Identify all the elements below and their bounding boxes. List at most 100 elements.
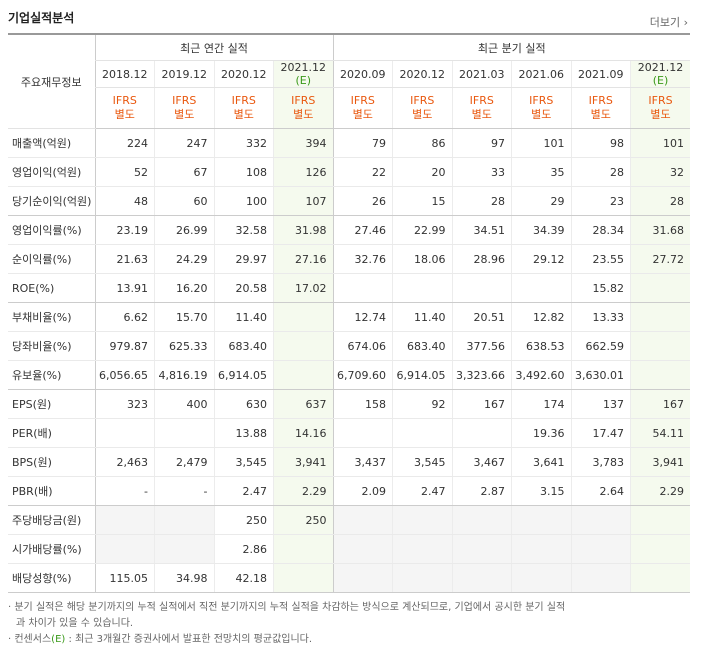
cell [154, 505, 214, 535]
corner: 주요재무정보 [8, 34, 95, 129]
standard: IFRS 별도 [451, 87, 512, 129]
period: 2021.03 [451, 60, 512, 88]
period-date: 2019.12 [161, 67, 208, 81]
cell: 18.06 [392, 244, 452, 274]
data-row: BPS(원) 2,463 2,479 3,545 3,941 3,437 3,545 3,46… [8, 447, 690, 477]
cell: 3,783 [570, 447, 631, 477]
cell: 108 [213, 157, 274, 187]
data-row: PER(배) 13.88 14.16 19.36 17.47 54.11 [8, 418, 690, 448]
cell: 3,941 [630, 447, 690, 477]
cell: 28.34 [570, 215, 631, 245]
cell [332, 505, 393, 535]
cell: 26 [332, 186, 393, 216]
cell: 11.40 [392, 302, 452, 332]
estimate-mark: (E) [295, 74, 312, 87]
cell: 674.06 [332, 331, 393, 361]
period: 2020.12 [392, 60, 452, 88]
note-mark: (E) [51, 634, 66, 645]
footnotes: · 분기 실적은 해당 분기까지의 누적 실적에서 직전 분기까지의 누적 실적… [8, 600, 568, 648]
period: 2021.12 (E) [630, 60, 690, 88]
cell [451, 273, 512, 303]
standard-name: IFRS [350, 94, 375, 107]
standard-name: IFRS [112, 94, 137, 107]
cell: 101 [511, 128, 571, 158]
standard-basis: 별도 [471, 108, 492, 121]
cell: 2.29 [630, 476, 690, 506]
cell [392, 534, 452, 564]
row-label: 배당성향(%) [8, 563, 95, 593]
cell: 2,479 [154, 447, 214, 477]
cell: 15.70 [154, 302, 214, 332]
cell: 2.47 [392, 476, 452, 506]
cell [451, 418, 512, 448]
cell [332, 418, 393, 448]
cell [273, 302, 333, 332]
cell: 3,323.66 [451, 360, 512, 390]
cell: 79 [332, 128, 393, 158]
data-row: 매출액(억원) 224 247 332 394 79 86 97 101 98 101 [8, 128, 690, 158]
cell: 12.74 [332, 302, 393, 332]
standard: IFRS 별도 [392, 87, 452, 129]
cell: 48 [94, 186, 155, 216]
cell: 394 [273, 128, 333, 158]
cell [630, 331, 690, 361]
standard-name: IFRS [469, 94, 494, 107]
cell: 13.91 [94, 273, 155, 303]
data-row: ROE(%) 13.91 16.20 20.58 17.02 15.82 [8, 273, 690, 303]
row-label: BPS(원) [8, 447, 95, 477]
standard-row: IFRS 별도 IFRS 별도 IFRS 별도 IFRS 별도 IFRS 별도 IFRS 별도 IFRS… [8, 87, 690, 129]
cell [451, 534, 512, 564]
cell: 20.58 [213, 273, 274, 303]
cell: 32.58 [213, 215, 274, 245]
row-label: 당좌비율(%) [8, 331, 95, 361]
data-row: PBR(배) - -2.47 2.29 2.09 2.47 2.87 3.15 2.64 2.29 [8, 476, 690, 506]
cell [273, 331, 333, 361]
cell: 2.87 [451, 476, 512, 506]
cell: 224 [94, 128, 155, 158]
cell: 323 [94, 389, 155, 419]
cell: 2,463 [94, 447, 155, 477]
standard: IFRS 별도 [511, 87, 571, 129]
cell: 21.63 [94, 244, 155, 274]
standard: IFRS 별도 [213, 87, 274, 129]
cell: 35 [511, 157, 571, 187]
cell [511, 563, 571, 593]
cell [332, 563, 393, 593]
more-text[interactable]: 더보기 [649, 16, 681, 29]
standard: IFRS 별도 [570, 87, 631, 129]
row-label: 당기순이익(억원) [8, 186, 95, 216]
cell: 683.40 [392, 331, 452, 361]
data-row: 주당배당금(원) 250 250 [8, 505, 690, 535]
header-row: 주요재무정보 최근 연간 실적 최근 분기 실적 [8, 34, 690, 129]
cell [630, 273, 690, 303]
cell: 22 [332, 157, 393, 187]
cell: 2.47 [213, 476, 274, 506]
cell: 2.64 [570, 476, 631, 506]
cell: 167 [451, 389, 512, 419]
cell: 3,641 [511, 447, 571, 477]
cell: 3.15 [511, 476, 571, 506]
cell [570, 505, 631, 535]
standard-basis: 별도 [233, 108, 254, 121]
cell: 27.46 [332, 215, 393, 245]
cell [94, 534, 155, 564]
estimate-mark: (E) [652, 74, 669, 87]
period-date: 2021.03 [459, 67, 505, 81]
cell: 637 [273, 389, 333, 419]
cell [94, 505, 155, 535]
cell: 100 [213, 186, 274, 216]
period: 2021.09 [570, 60, 631, 88]
row-label: 유보율(%) [8, 360, 95, 390]
cell: 3,437 [332, 447, 393, 477]
standard: IFRS 별도 [332, 87, 393, 129]
standard-basis: 별도 [412, 108, 433, 121]
cell: 6,709.60 [332, 360, 393, 390]
period-date: 2020.12 [221, 67, 267, 81]
cell: 3,630.01 [570, 360, 631, 390]
cell: - [94, 476, 155, 506]
cell [451, 505, 512, 535]
cell: 137 [570, 389, 631, 419]
cell: 638.53 [511, 331, 571, 361]
more-link[interactable]: 더보기 › [649, 16, 688, 29]
